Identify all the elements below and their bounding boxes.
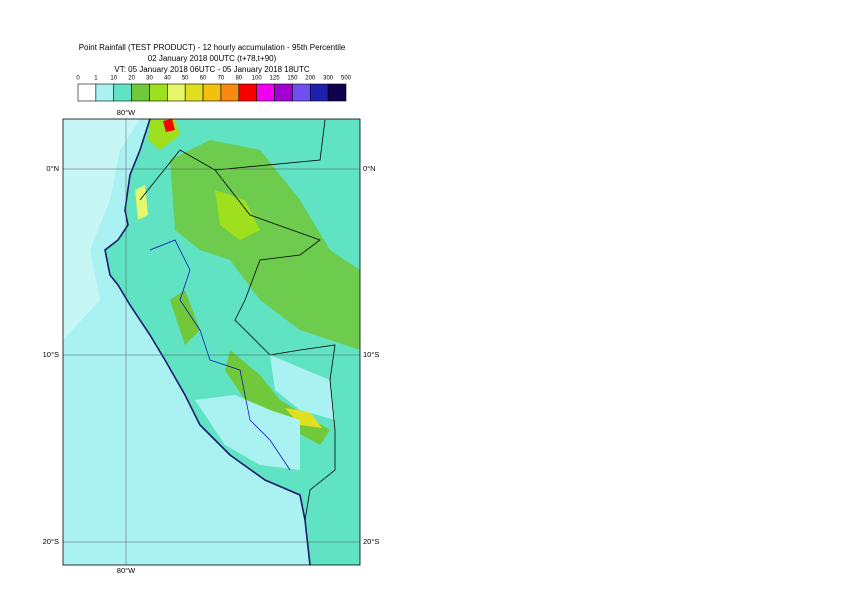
color-box <box>149 83 168 102</box>
grid-label: 0°N <box>46 164 59 173</box>
dry-area <box>63 119 140 340</box>
color-box <box>113 83 132 102</box>
colorbar: 0 1 10 20 30 40 50 60 70 80 100 125 150 200 300 500 <box>76 76 352 102</box>
rain-zone <box>163 119 175 132</box>
grid-label: 10°S <box>43 350 59 359</box>
level-label: 100 <box>252 76 263 82</box>
level-label: 200 <box>305 76 316 82</box>
level-label: 10 <box>110 76 117 82</box>
grid-label: 80°W <box>117 108 136 117</box>
grid-label: 20°S <box>363 537 379 546</box>
grid-label: 20°S <box>43 537 59 546</box>
level-label: 70 <box>218 76 225 82</box>
color-box <box>202 83 222 102</box>
grid-label: 10°S <box>363 350 379 359</box>
color-box <box>77 83 97 102</box>
color-box <box>327 83 347 102</box>
level-label: 1 <box>94 76 98 82</box>
level-label: 40 <box>164 76 171 82</box>
title-line: VT: 05 January 2018 06UTC - 05 January 2… <box>114 65 309 74</box>
region-border <box>149 239 291 471</box>
map-frame <box>62 118 361 566</box>
level-label: 0 <box>76 76 80 82</box>
grid-label: 0°N <box>363 164 376 173</box>
border <box>139 119 336 521</box>
level-label: 20 <box>128 76 135 82</box>
title-line: 02 January 2018 00UTC (t+78,t+90) <box>148 54 277 63</box>
level-label: 80 <box>235 76 242 82</box>
grid-label: 80°W <box>117 566 136 575</box>
level-label: 150 <box>287 76 298 82</box>
map: 80°W 80°W 0°N 10°S 20°S 0°N 10°S 20°S <box>43 108 380 575</box>
color-box <box>167 83 186 102</box>
color-box <box>309 83 329 102</box>
low-rain <box>195 395 300 470</box>
level-label: 125 <box>270 76 281 82</box>
title-line: Point Rainfall (TEST PRODUCT) - 12 hourl… <box>79 43 346 52</box>
color-box <box>220 83 240 102</box>
color-box <box>238 83 257 102</box>
rain-zone <box>285 408 322 428</box>
rain-zone <box>215 190 260 240</box>
color-box <box>292 83 311 102</box>
level-label: 60 <box>200 76 207 82</box>
level-label: 30 <box>146 76 153 82</box>
color-box <box>274 83 293 102</box>
level-label: 500 <box>341 76 352 82</box>
level-label: 50 <box>182 76 189 82</box>
color-box <box>131 83 150 102</box>
color-box <box>95 83 115 102</box>
level-label: 300 <box>323 76 334 82</box>
rain-zone <box>170 290 200 345</box>
color-box <box>256 83 275 102</box>
low-rain <box>270 355 335 420</box>
color-box <box>184 83 204 102</box>
header: Point Rainfall (TEST PRODUCT) - 12 hourl… <box>79 43 346 74</box>
coastline <box>104 119 311 565</box>
